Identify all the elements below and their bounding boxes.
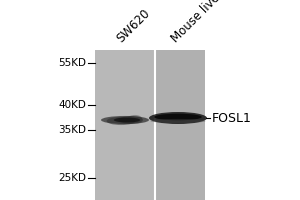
Ellipse shape [149, 112, 207, 124]
Bar [155, 50, 205, 200]
Ellipse shape [114, 118, 140, 122]
Text: 25KD: 25KD [58, 173, 86, 183]
Text: Mouse liver: Mouse liver [169, 0, 226, 45]
Text: 55KD: 55KD [58, 58, 86, 68]
Text: 40KD: 40KD [58, 100, 86, 110]
Text: SW620: SW620 [114, 7, 152, 45]
Ellipse shape [106, 117, 135, 125]
Ellipse shape [154, 114, 202, 120]
Bar [95, 50, 155, 200]
Ellipse shape [128, 115, 142, 123]
Ellipse shape [150, 119, 206, 123]
Ellipse shape [119, 116, 143, 124]
Text: FOSL1: FOSL1 [212, 112, 252, 124]
Ellipse shape [101, 116, 149, 124]
Text: 35KD: 35KD [58, 125, 86, 135]
